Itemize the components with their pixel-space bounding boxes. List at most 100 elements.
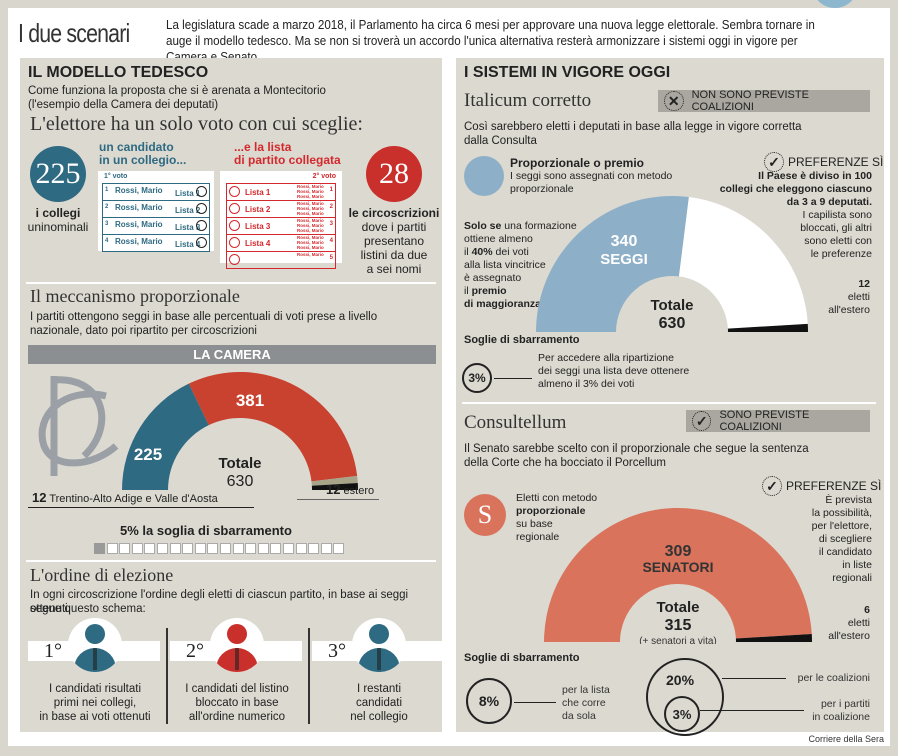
text-bold: proporzionale	[516, 505, 586, 517]
leader-line	[700, 710, 804, 712]
threshold-8-badge: 8%	[466, 678, 512, 724]
threshold-20-ring	[646, 658, 724, 736]
threshold-20-value: 20%	[666, 672, 695, 688]
collegi-badge: 225	[30, 146, 86, 202]
coalition-tag: ✓ SONO PREVISTE COALIZIONI	[686, 409, 870, 433]
text-line: almeno il 3% dei voti	[538, 378, 635, 390]
vote-circle[interactable]	[196, 203, 207, 214]
pref-title: ✓ PREFERENZE SÌ	[764, 152, 883, 172]
text-line: dei seggi una lista deve ottenere	[538, 365, 690, 377]
caption-line: ...e la lista	[234, 140, 292, 154]
slice-label-309: 309	[665, 543, 692, 560]
elected-text: Eletti con metodo proporzionale su base …	[516, 492, 597, 544]
text-line: da sola	[562, 710, 596, 722]
rank-number: 3°	[328, 640, 346, 662]
text-line: in coalizione	[812, 711, 870, 723]
row-number: 4	[105, 238, 109, 244]
mechanism-title: Il meccanismo proporzionale	[30, 286, 240, 306]
text: è assegnato	[464, 272, 522, 284]
threshold-text: Per accedere alla ripartizione dei seggi…	[538, 352, 689, 391]
vote-circle[interactable]	[229, 254, 240, 265]
vote-circle[interactable]	[229, 237, 240, 248]
slice-label-340: 340	[611, 233, 638, 250]
text-line: per i partiti	[820, 698, 870, 710]
camera-logo-icon	[38, 376, 119, 476]
text-bold: Solo se	[464, 220, 502, 232]
collegi-label: i collegi uninominali	[24, 206, 92, 234]
slice-label-senatori: SENATORI	[642, 559, 713, 575]
vote-circle[interactable]	[229, 220, 240, 231]
text-line: che corre	[562, 697, 606, 709]
estero-number: 6	[864, 604, 870, 616]
chart-center-label: Totale	[656, 599, 699, 616]
list-name: Lista 4	[245, 239, 271, 248]
text-bold: premio	[471, 285, 507, 297]
text-bold: di maggioranza	[464, 298, 542, 310]
vote-circle[interactable]	[229, 186, 240, 197]
list-name: Lista 3	[175, 223, 201, 232]
rank-description: I restanti candidati nel collegio	[350, 683, 408, 723]
text-line: di scegliere	[818, 533, 872, 545]
list-candidates: Rossi, Mario Rossi, Mario Rossi, Mario	[297, 201, 324, 216]
threshold-square	[194, 543, 206, 554]
vote-circle[interactable]	[196, 237, 207, 248]
ballot-row: Rossi, Mario 5	[226, 251, 336, 269]
caption-line: in un collegio...	[99, 153, 187, 167]
text: ottiene almeno	[464, 233, 533, 245]
text-line: I capilista sono	[802, 209, 872, 221]
chart-slice-senatori	[544, 508, 812, 642]
coalition-tag: ✕ NON SONO PREVISTE COALIZIONI	[658, 89, 870, 113]
tag-label: SONO PREVISTE COALIZIONI	[719, 409, 810, 433]
text-line: regionale	[516, 531, 560, 543]
estero-value: 12	[326, 482, 341, 497]
premio-text: Solo se una formazione ottiene almeno il…	[464, 220, 577, 311]
text: alla lista vincitrice	[464, 259, 546, 271]
chart-slice-estero	[311, 482, 358, 490]
candidate-name: Rossi, Mario	[115, 203, 163, 212]
threshold-20-text: per le coalizioni	[797, 672, 870, 684]
text-line: sono eletti con	[804, 235, 872, 247]
tag-label: NON SONO PREVISTE COALIZIONI	[691, 89, 809, 113]
check-icon: ✓	[762, 476, 782, 496]
decorative-circle	[812, 0, 858, 8]
ballot-title: 1° voto	[104, 173, 128, 180]
chart-slice-proporzionale	[188, 372, 358, 482]
text-bold: 40%	[471, 246, 493, 258]
ballot-second-vote: 2° voto Lista 1 Rossi, Mario Rossi, Mari…	[220, 171, 342, 269]
text-line: la possibilità,	[811, 507, 872, 519]
vote-circle[interactable]	[196, 220, 207, 231]
pref-label: PREFERENZE SÌ	[786, 479, 882, 493]
source-credit: Corriere della Sera	[808, 734, 884, 744]
circoscrizioni-badge: 28	[366, 146, 422, 202]
estero-label: 12 estero	[326, 482, 375, 497]
person-icon	[352, 618, 406, 672]
check-icon: ✓	[692, 411, 712, 431]
chart-slice-collegi-uninominali	[122, 383, 209, 490]
consultellum-title: Consultellum	[464, 412, 567, 433]
consultellum-text: Il Senato sarebbe scelto con il proporzi…	[464, 443, 809, 455]
caption-line: un candidato	[99, 140, 174, 154]
text-line: in liste	[842, 559, 872, 571]
ballot-row: Lista 1 Rossi, Mario Rossi, Mario Rossi,…	[226, 183, 336, 201]
vote-circle[interactable]	[196, 186, 207, 197]
text-line: I seggi sono assegnati con metodo	[510, 170, 673, 182]
mechanism-text: nazionale, dato poi ripartito per circos…	[30, 325, 257, 337]
camera-logo-icon	[464, 156, 504, 196]
leader-line	[297, 499, 379, 501]
chart-slice-premio-di-maggioranza	[536, 196, 689, 332]
pref-title: ✓ PREFERENZE SÌ	[762, 476, 881, 496]
italicum-text: Così sarebbero eletti i deputati in base…	[464, 121, 802, 133]
candidate-caption: un candidato in un collegio...	[99, 141, 186, 167]
rank-number: 2°	[186, 640, 204, 662]
threshold-8-text: per la lista che corre da sola	[562, 684, 610, 723]
prop-text: I seggi sono assegnati con metodo propor…	[510, 170, 672, 196]
estero-text: 6 eletti all'estero	[828, 604, 870, 643]
estero-text: 12 eletti all'estero	[828, 278, 870, 317]
list-candidates: Rossi, Mario Rossi, Mario Rossi, Mario	[297, 235, 324, 250]
chart-slice-trentino-alto-adige-e-valle-d-aosta	[311, 475, 358, 486]
label-line: presentano	[363, 234, 425, 248]
vote-circle[interactable]	[229, 203, 240, 214]
divider	[26, 282, 436, 284]
